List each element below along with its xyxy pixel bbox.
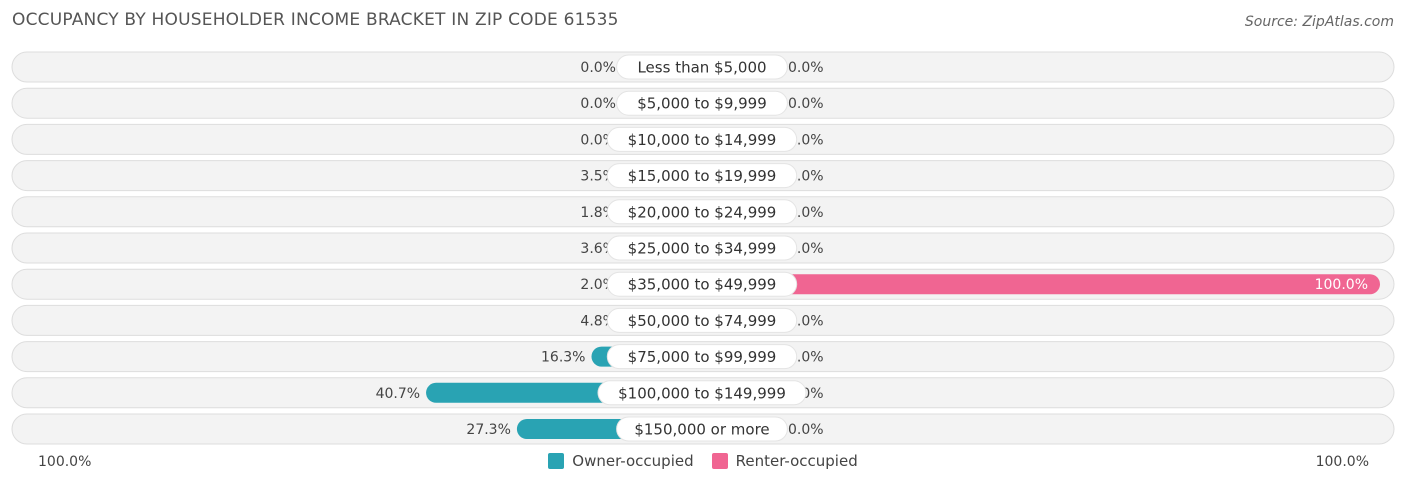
owner-value-label: 16.3% bbox=[541, 350, 585, 366]
legend-swatch-owner bbox=[548, 453, 565, 469]
category-pill bbox=[606, 344, 798, 370]
renter-value-label: 100.0% bbox=[1315, 277, 1368, 293]
axis-left-label: 100.0% bbox=[38, 454, 92, 470]
renter-value-label: 0.0% bbox=[788, 205, 824, 221]
renter-value-label: 0.0% bbox=[788, 169, 824, 185]
axis-right-label: 100.0% bbox=[1315, 454, 1369, 470]
owner-value-label: 4.8% bbox=[580, 313, 616, 329]
category-label: $20,000 to $24,999 bbox=[628, 203, 777, 221]
legend-label-renter: Renter-occupied bbox=[735, 452, 858, 470]
category-label: $150,000 or more bbox=[634, 421, 769, 439]
owner-value-label: 1.8% bbox=[580, 205, 616, 221]
category-label: Less than $5,000 bbox=[637, 59, 766, 77]
category-pill bbox=[606, 235, 798, 261]
chart-source: Source: ZipAtlas.com bbox=[1244, 14, 1394, 30]
owner-value-label: 0.0% bbox=[580, 60, 616, 76]
category-pill bbox=[616, 54, 788, 80]
legend-swatch-renter bbox=[711, 453, 728, 469]
category-pill bbox=[597, 380, 807, 406]
category-label: $75,000 to $99,999 bbox=[628, 348, 777, 366]
category-label: $15,000 to $19,999 bbox=[628, 167, 777, 185]
owner-value-label: 0.0% bbox=[580, 96, 616, 112]
category-label: $35,000 to $49,999 bbox=[628, 276, 777, 294]
category-pill bbox=[606, 199, 798, 225]
owner-value-label: 40.7% bbox=[376, 386, 420, 402]
legend-item-owner: Owner-occupied bbox=[548, 452, 694, 470]
renter-value-label: 0.0% bbox=[788, 132, 824, 148]
owner-value-label: 3.6% bbox=[580, 241, 616, 257]
owner-value-label: 3.5% bbox=[580, 169, 616, 185]
owner-value-label: 2.0% bbox=[580, 277, 616, 293]
renter-bar bbox=[702, 274, 1380, 295]
renter-value-label: 0.0% bbox=[788, 350, 824, 366]
category-pill bbox=[606, 307, 798, 333]
category-label: $10,000 to $14,999 bbox=[628, 131, 777, 149]
category-label: $50,000 to $74,999 bbox=[628, 312, 777, 330]
category-pill bbox=[616, 416, 788, 442]
renter-value-label: 0.0% bbox=[788, 96, 824, 112]
legend-item-renter: Renter-occupied bbox=[711, 452, 858, 470]
chart-title: OCCUPANCY BY HOUSEHOLDER INCOME BRACKET … bbox=[12, 10, 619, 30]
owner-value-label: 27.3% bbox=[466, 422, 510, 438]
category-pill bbox=[616, 90, 788, 116]
category-pill bbox=[606, 163, 798, 189]
diverging-bar-chart: 0.0% 0.0% Less than $5,000 0.0% 0.0% $5,000 t… bbox=[11, 51, 1395, 445]
owner-value-label: 0.0% bbox=[580, 132, 616, 148]
renter-value-label: 0.0% bbox=[788, 313, 824, 329]
renter-value-label: 0.0% bbox=[788, 241, 824, 257]
category-label: $25,000 to $34,999 bbox=[628, 240, 777, 258]
category-label: $5,000 to $9,999 bbox=[637, 95, 767, 113]
category-label: $100,000 to $149,999 bbox=[618, 384, 786, 402]
category-pill bbox=[606, 126, 798, 152]
renter-value-label: 0.0% bbox=[788, 422, 824, 438]
renter-value-label: 0.0% bbox=[788, 60, 824, 76]
legend: Owner-occupied Renter-occupied bbox=[0, 452, 1406, 470]
legend-label-owner: Owner-occupied bbox=[572, 452, 694, 470]
category-pill bbox=[606, 271, 798, 297]
